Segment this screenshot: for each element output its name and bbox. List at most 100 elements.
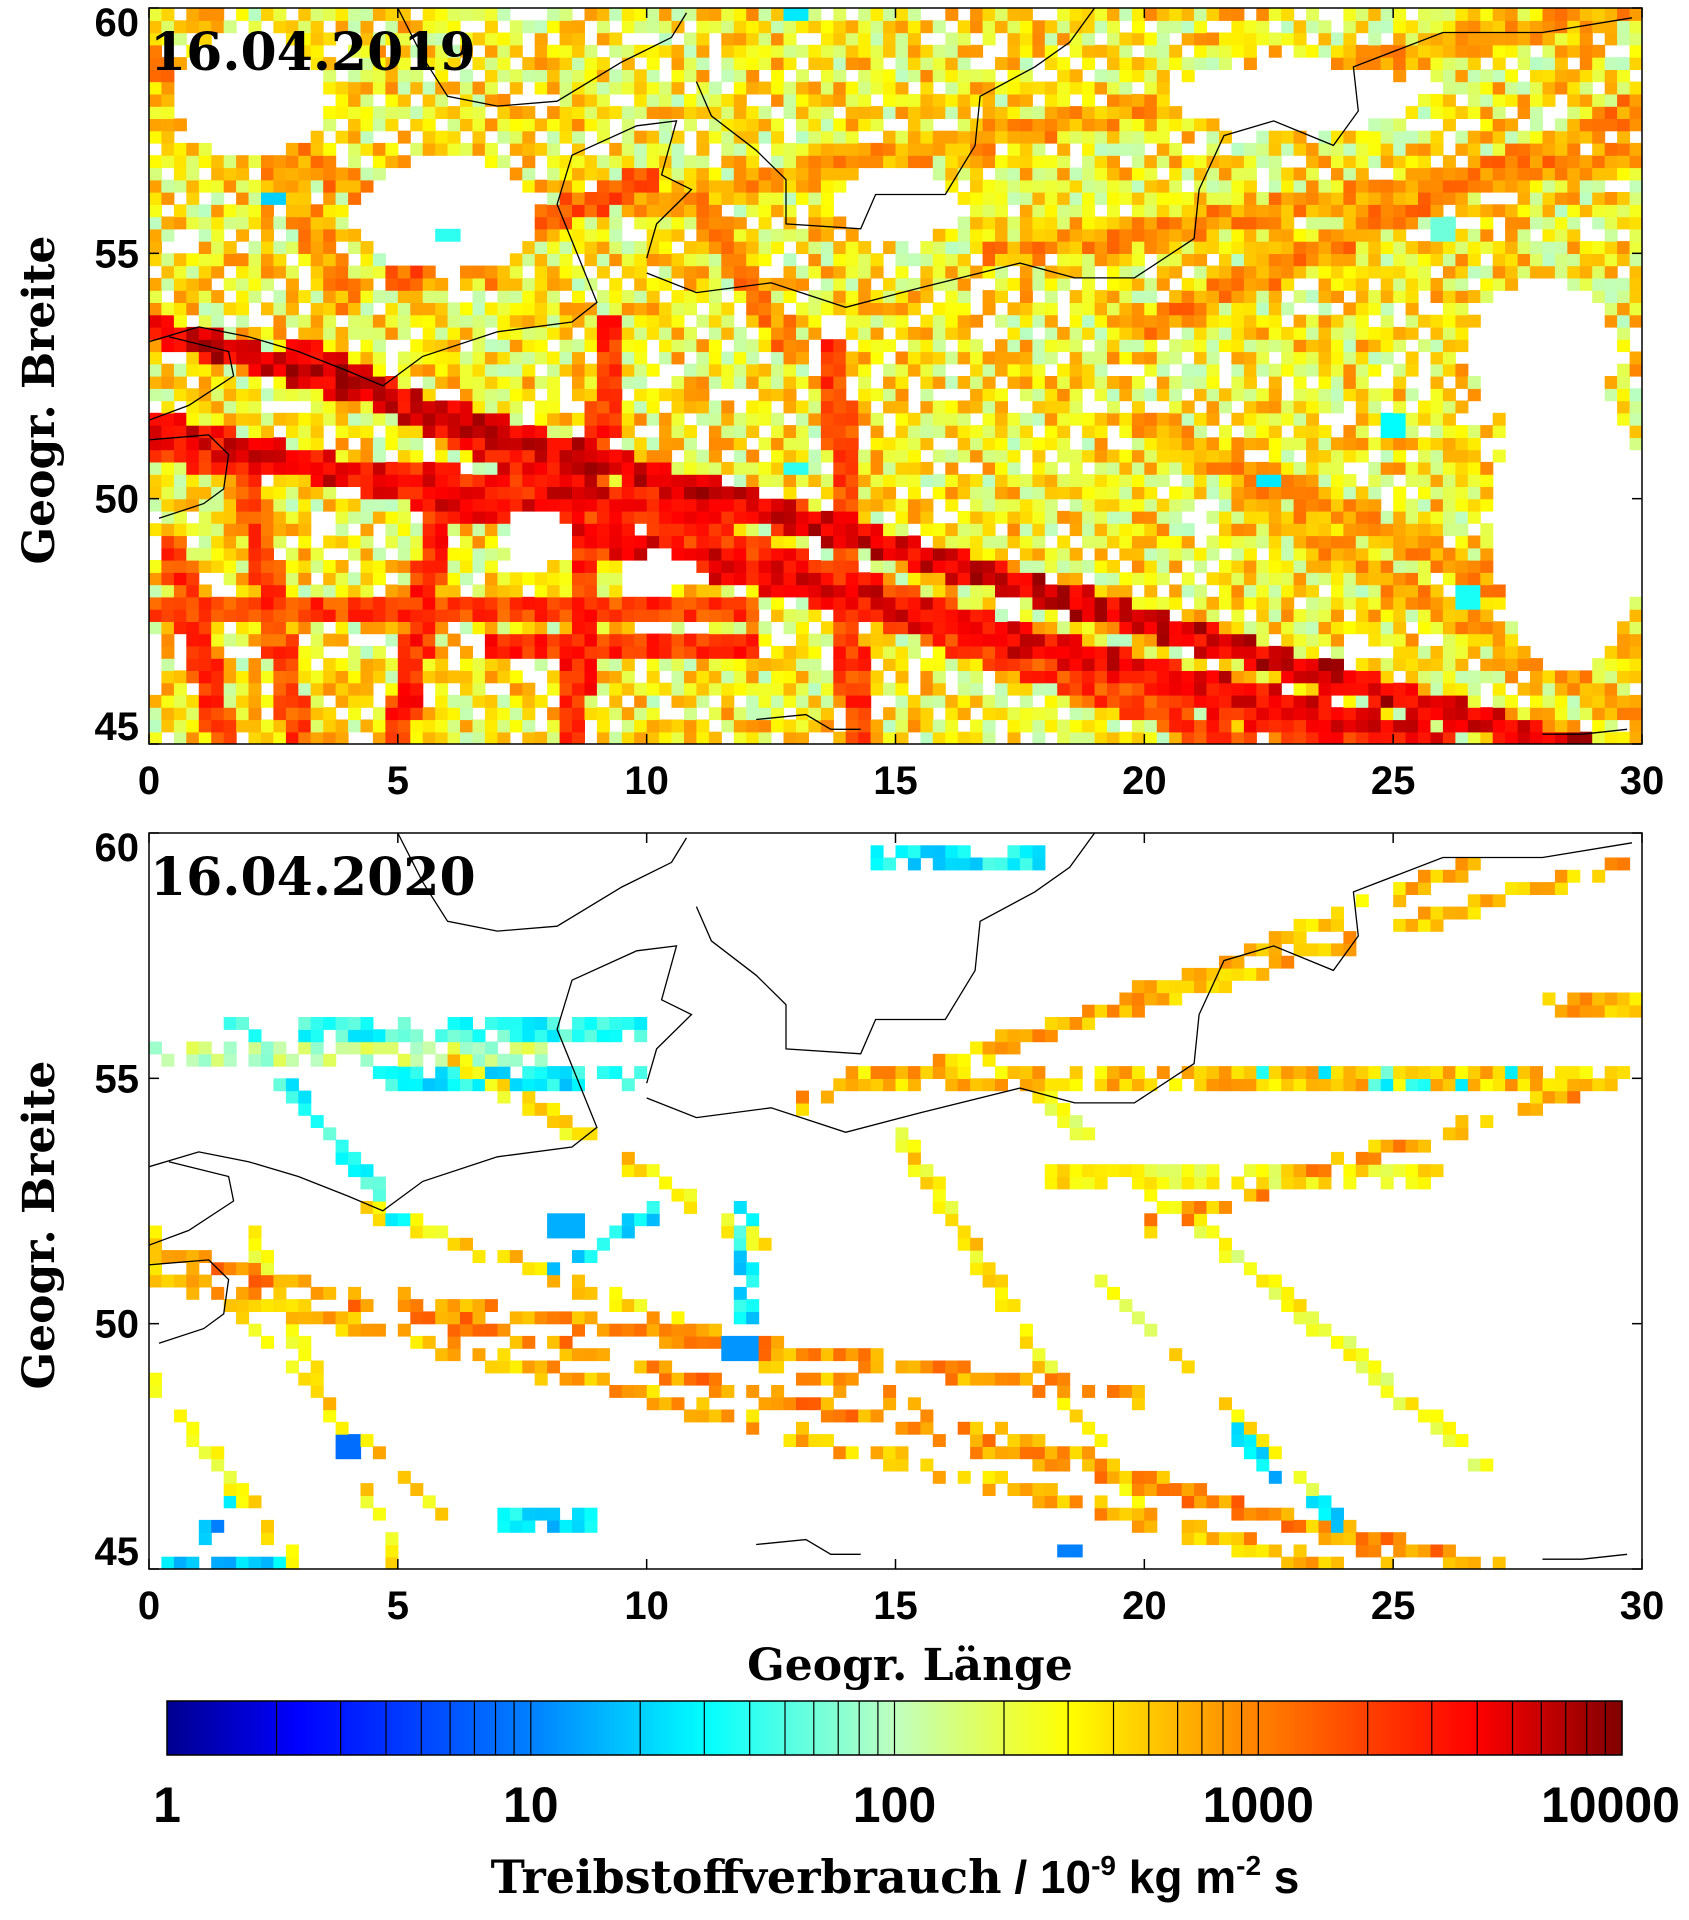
heatmap-cell bbox=[596, 253, 610, 267]
heatmap-cell bbox=[348, 363, 362, 377]
heatmap-cell bbox=[198, 596, 212, 610]
heatmap-cell bbox=[285, 474, 299, 487]
heatmap-cell bbox=[397, 621, 411, 635]
heatmap-cell bbox=[920, 388, 934, 402]
heatmap-cell bbox=[161, 523, 175, 537]
heatmap-cell bbox=[211, 204, 225, 218]
heatmap-cell bbox=[833, 376, 847, 389]
heatmap-cell bbox=[1057, 486, 1071, 500]
heatmap-cell bbox=[820, 584, 834, 598]
heatmap-cell bbox=[1219, 179, 1232, 193]
heatmap-cell bbox=[684, 216, 697, 230]
heatmap-cell bbox=[1069, 265, 1083, 279]
heatmap-cell bbox=[1057, 339, 1071, 353]
heatmap-cell bbox=[248, 216, 262, 230]
heatmap-cell bbox=[522, 118, 536, 132]
heatmap-cell bbox=[161, 572, 175, 586]
heatmap-cell bbox=[858, 596, 872, 610]
heatmap-cell bbox=[1281, 32, 1295, 46]
heatmap-cell bbox=[895, 32, 909, 46]
heatmap-cell bbox=[1144, 290, 1158, 303]
heatmap-cell bbox=[982, 69, 996, 83]
heatmap-cell bbox=[808, 572, 822, 586]
heatmap-cell bbox=[1368, 228, 1382, 242]
heatmap-cell bbox=[708, 179, 722, 193]
heatmap-cell bbox=[460, 81, 473, 95]
heatmap-cell bbox=[970, 584, 984, 598]
heatmap-cell bbox=[223, 302, 237, 316]
heatmap-cell bbox=[335, 81, 349, 95]
heatmap-cell bbox=[484, 584, 498, 598]
heatmap-cell bbox=[1019, 425, 1033, 438]
heatmap-cell bbox=[161, 363, 175, 377]
heatmap-cell bbox=[883, 621, 897, 635]
heatmap-cell bbox=[1032, 142, 1046, 156]
heatmap-cell bbox=[1380, 596, 1394, 610]
heatmap-cell bbox=[584, 510, 598, 524]
heatmap-cell bbox=[833, 57, 847, 70]
heatmap-cell bbox=[758, 560, 772, 573]
heatmap-cell bbox=[173, 290, 187, 303]
heatmap-cell bbox=[796, 596, 809, 610]
heatmap-cell bbox=[397, 547, 411, 561]
heatmap-cell bbox=[1156, 498, 1170, 512]
heatmap-cell bbox=[1306, 523, 1320, 537]
heatmap-cell bbox=[223, 523, 237, 537]
heatmap-cell bbox=[858, 57, 872, 70]
heatmap-cell bbox=[509, 44, 523, 58]
heatmap-cell bbox=[870, 523, 884, 537]
heatmap-cell bbox=[820, 682, 834, 696]
heatmap-cell bbox=[1169, 351, 1183, 365]
heatmap-cell bbox=[447, 351, 461, 365]
heatmap-cell bbox=[1069, 106, 1083, 119]
heatmap-cell bbox=[186, 20, 200, 34]
heatmap-cell bbox=[982, 645, 996, 659]
heatmap-cell bbox=[149, 32, 162, 46]
heatmap-cell bbox=[460, 474, 473, 487]
heatmap-cell bbox=[1007, 228, 1021, 242]
heatmap-cell bbox=[1144, 241, 1158, 254]
heatmap-cell bbox=[982, 216, 996, 230]
heatmap-cell bbox=[609, 474, 623, 487]
heatmap-cell bbox=[509, 486, 523, 500]
heatmap-cell bbox=[1306, 560, 1320, 573]
heatmap-cell bbox=[323, 449, 337, 463]
heatmap-cell bbox=[534, 572, 548, 586]
heatmap-cell bbox=[771, 155, 785, 169]
heatmap-cell bbox=[1268, 621, 1282, 635]
heatmap-cell bbox=[285, 351, 299, 365]
heatmap-cell bbox=[1318, 682, 1332, 696]
heatmap-cell bbox=[173, 694, 187, 708]
heatmap-cell bbox=[995, 510, 1008, 524]
heatmap-cell bbox=[1368, 32, 1382, 46]
heatmap-cell bbox=[858, 241, 872, 254]
heatmap-cell bbox=[1368, 204, 1382, 218]
heatmap-cell bbox=[1131, 633, 1145, 647]
heatmap-cell bbox=[932, 106, 946, 119]
heatmap-cell bbox=[310, 302, 324, 316]
heatmap-cell bbox=[1119, 290, 1133, 303]
heatmap-cell bbox=[198, 437, 212, 451]
heatmap-cell bbox=[584, 572, 598, 586]
heatmap-cell bbox=[596, 376, 610, 389]
heatmap-cell bbox=[447, 731, 461, 744]
heatmap-cell bbox=[1044, 130, 1058, 144]
heatmap-cell bbox=[1131, 437, 1145, 451]
heatmap-cell bbox=[1206, 510, 1220, 524]
heatmap-cell bbox=[957, 376, 971, 389]
heatmap-cell bbox=[1355, 265, 1369, 279]
heatmap-cell bbox=[708, 609, 722, 622]
heatmap-cell bbox=[1380, 339, 1394, 353]
heatmap-cell bbox=[273, 584, 287, 598]
heatmap-cell bbox=[348, 179, 362, 193]
heatmap-cell bbox=[385, 658, 399, 671]
heatmap-cell bbox=[1331, 535, 1344, 549]
heatmap-cell bbox=[1206, 461, 1220, 475]
heatmap-cell bbox=[248, 523, 262, 537]
heatmap-cell bbox=[883, 486, 897, 500]
heatmap-cell bbox=[708, 363, 722, 377]
heatmap-cell bbox=[907, 461, 921, 475]
heatmap-cell bbox=[1082, 707, 1096, 721]
heatmap-cell bbox=[248, 20, 262, 34]
heatmap-cell bbox=[721, 57, 735, 70]
